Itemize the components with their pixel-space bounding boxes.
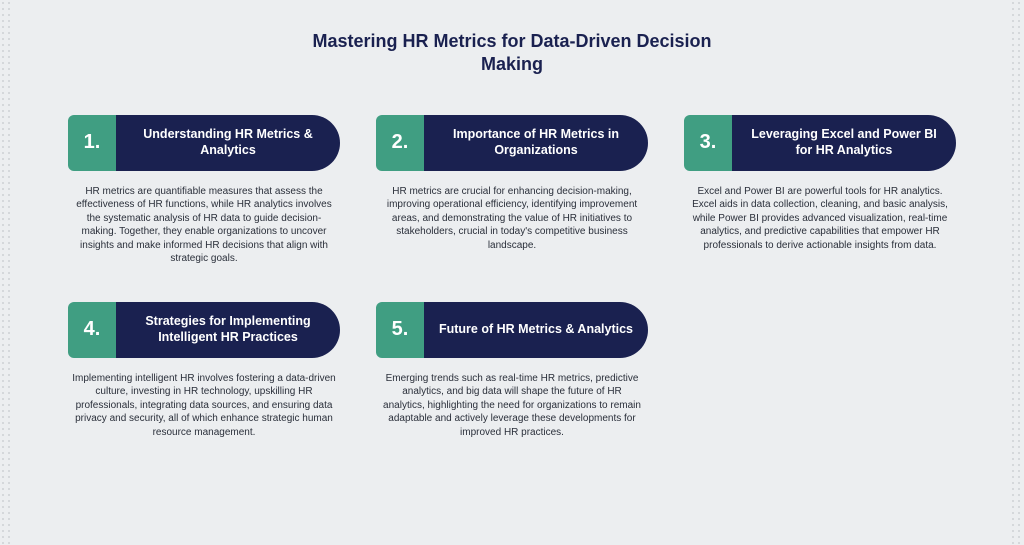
card-5-pill: 5. Future of HR Metrics & Analytics — [376, 302, 648, 358]
card-3-number: 3. — [684, 115, 732, 171]
card-4: 4. Strategies for Implementing Intellige… — [68, 302, 340, 440]
card-3: 3. Leveraging Excel and Power BI for HR … — [684, 115, 956, 266]
card-5-number: 5. — [376, 302, 424, 358]
card-2-number: 2. — [376, 115, 424, 171]
card-5-body: Emerging trends such as real-time HR met… — [376, 358, 648, 440]
card-2-heading: Importance of HR Metrics in Organization… — [424, 115, 648, 171]
card-2: 2. Importance of HR Metrics in Organizat… — [376, 115, 648, 266]
page-title: Mastering HR Metrics for Data-Driven Dec… — [292, 0, 732, 77]
card-3-heading: Leveraging Excel and Power BI for HR Ana… — [732, 115, 956, 171]
card-4-number: 4. — [68, 302, 116, 358]
card-3-body: Excel and Power BI are powerful tools fo… — [684, 171, 956, 253]
card-4-body: Implementing intelligent HR involves fos… — [68, 358, 340, 440]
card-1-body: HR metrics are quantifiable measures tha… — [68, 171, 340, 266]
card-2-body: HR metrics are crucial for enhancing dec… — [376, 171, 648, 253]
card-3-pill: 3. Leveraging Excel and Power BI for HR … — [684, 115, 956, 171]
card-1-pill: 1. Understanding HR Metrics & Analytics — [68, 115, 340, 171]
cards-grid: 1. Understanding HR Metrics & Analytics … — [0, 115, 1024, 440]
card-1-heading: Understanding HR Metrics & Analytics — [116, 115, 340, 171]
decorative-dots-right — [1010, 0, 1024, 545]
card-5-heading: Future of HR Metrics & Analytics — [424, 302, 648, 358]
card-1: 1. Understanding HR Metrics & Analytics … — [68, 115, 340, 266]
card-1-number: 1. — [68, 115, 116, 171]
card-2-pill: 2. Importance of HR Metrics in Organizat… — [376, 115, 648, 171]
card-4-heading: Strategies for Implementing Intelligent … — [116, 302, 340, 358]
card-4-pill: 4. Strategies for Implementing Intellige… — [68, 302, 340, 358]
card-5: 5. Future of HR Metrics & Analytics Emer… — [376, 302, 648, 440]
decorative-dots-left — [0, 0, 14, 545]
